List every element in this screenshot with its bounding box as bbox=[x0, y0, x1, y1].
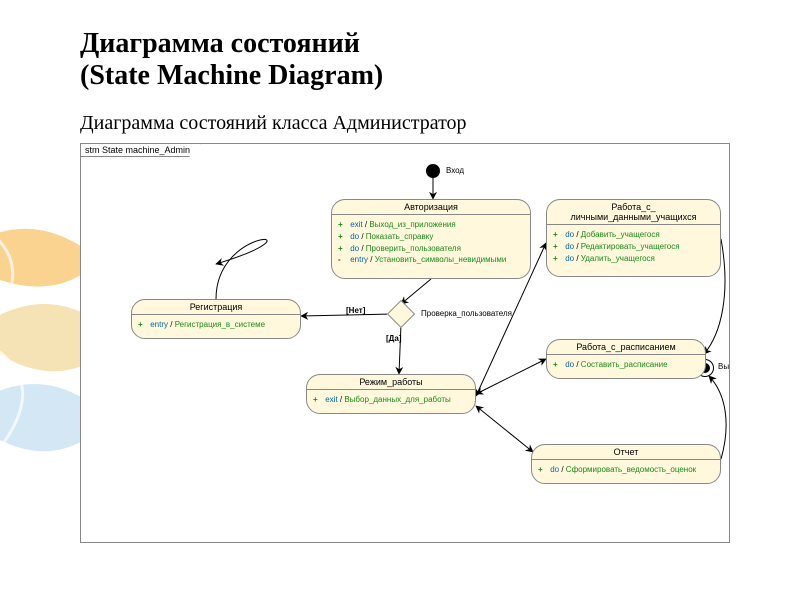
state-action: + do / Составить_расписание bbox=[553, 359, 699, 371]
state-action: - entry / Установить_символы_невидимыми bbox=[338, 254, 524, 266]
subtitle: Диаграмма состояний класса Администратор bbox=[80, 112, 730, 135]
state-action: + entry / Регистрация_в_системе bbox=[138, 319, 294, 331]
decision-guard-no: [Нет] bbox=[346, 306, 365, 315]
state-action: + do / Показать_справку bbox=[338, 231, 524, 243]
transition-arrow bbox=[476, 359, 546, 394]
state-body: + exit / Выход_из_приложения+ do / Показ… bbox=[332, 215, 530, 269]
state-title: Отчет bbox=[532, 445, 720, 460]
initial-label: Вход bbox=[446, 166, 464, 175]
state-mode: Режим_работы + exit / Выбор_данных_для_ра… bbox=[306, 374, 476, 414]
page-title: Диаграмма состояний (State Machine Diagr… bbox=[80, 28, 730, 92]
state-action: + do / Удалить_учащегося bbox=[553, 253, 714, 265]
transition-arrow bbox=[216, 240, 267, 300]
transition-arrow bbox=[476, 406, 533, 452]
state-reg: Регистрация + entry / Регистрация_в_систе… bbox=[131, 299, 301, 339]
state-body: + exit / Выбор_данных_для_работы bbox=[307, 390, 475, 410]
state-action: + do / Сформировать_ведомость_оценок bbox=[538, 464, 714, 476]
decision-guard-yes: [Да] bbox=[386, 334, 401, 343]
state-report: Отчет + do / Сформировать_ведомость_оцено… bbox=[531, 444, 721, 484]
state-body: + do / Составить_расписание bbox=[547, 355, 705, 375]
state-action: + exit / Выбор_данных_для_работы bbox=[313, 394, 469, 406]
title-line-2: (State Machine Diagram) bbox=[80, 60, 383, 91]
state-personal: Работа_с_личными_данными_учащихся+ do / … bbox=[546, 199, 721, 277]
diagram-frame: stm State machine_Admin ВходВыходПроверк… bbox=[80, 143, 730, 543]
state-title: Авторизация bbox=[332, 200, 530, 215]
state-action: + do / Добавить_учащегося bbox=[553, 229, 714, 241]
state-auth: Авторизация+ exit / Выход_из_приложения+… bbox=[331, 199, 531, 279]
state-schedule: Работа_с_расписанием + do / Составить_рас… bbox=[546, 339, 706, 379]
state-diagram: Вход Выход Проверка_пользователя [Нет] [Да] А… bbox=[81, 144, 729, 542]
final-label: Выход bbox=[718, 362, 730, 371]
decision-node bbox=[387, 300, 415, 328]
transition-arrow bbox=[401, 279, 431, 304]
initial-state bbox=[426, 164, 440, 178]
state-action: + do / Проверить_пользователя bbox=[338, 243, 524, 255]
title-line-1: Диаграмма состояний bbox=[80, 28, 360, 59]
state-action: + do / Редактировать_учащегося bbox=[553, 241, 714, 253]
transition-arrow bbox=[399, 324, 401, 374]
state-body: + do / Сформировать_ведомость_оценок bbox=[532, 460, 720, 480]
state-title: Регистрация bbox=[132, 300, 300, 315]
state-action: + exit / Выход_из_приложения bbox=[338, 219, 524, 231]
state-body: + do / Добавить_учащегося+ do / Редактир… bbox=[547, 225, 720, 268]
state-title: Работа_с_расписанием bbox=[547, 340, 705, 355]
state-title: Режим_работы bbox=[307, 375, 475, 390]
state-title: Работа_с_личными_данными_учащихся bbox=[547, 200, 720, 225]
decision-label: Проверка_пользователя bbox=[421, 309, 512, 318]
state-body: + entry / Регистрация_в_системе bbox=[132, 315, 300, 335]
